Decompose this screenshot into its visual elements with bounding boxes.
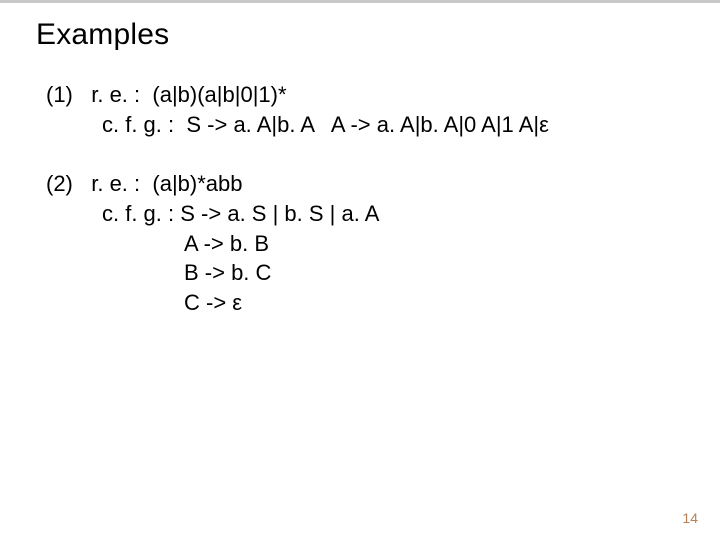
page-number: 14 xyxy=(682,510,698,526)
ex2-cfg-label: c. f. g. : xyxy=(102,201,174,226)
top-divider xyxy=(0,0,720,3)
ex2-cfg-line2: A -> b. B xyxy=(46,229,690,259)
ex2-cfg-line3: B -> b. C xyxy=(46,258,690,288)
ex2-cfg-rule1: S -> a. S | b. S | a. A xyxy=(180,201,379,226)
slide-container: Examples (1) r. e. : (a|b)(a|b|0|1)* c. … xyxy=(0,0,720,540)
ex1-re-expr: (a|b)(a|b|0|1)* xyxy=(152,82,286,107)
ex1-re-line: (1) r. e. : (a|b)(a|b|0|1)* xyxy=(46,80,690,110)
ex2-re-expr: (a|b)*abb xyxy=(152,171,242,196)
ex2-re-line: (2) r. e. : (a|b)*abb xyxy=(46,169,690,199)
slide-content: (1) r. e. : (a|b)(a|b|0|1)* c. f. g. : S… xyxy=(36,80,690,318)
ex2-cfg-line1: c. f. g. : S -> a. S | b. S | a. A xyxy=(46,199,690,229)
ex1-cfg-label: c. f. g. : xyxy=(102,112,174,137)
slide-title: Examples xyxy=(36,18,690,52)
ex1-cfg-rule1: S -> a. A|b. A A -> a. A|b. A|0 A|1 A|ε xyxy=(186,112,549,137)
ex1-num: (1) xyxy=(46,82,73,107)
ex2-num: (2) xyxy=(46,171,73,196)
ex2-cfg-line4: C -> ε xyxy=(46,288,690,318)
ex1-cfg-line: c. f. g. : S -> a. A|b. A A -> a. A|b. A… xyxy=(46,110,690,140)
example-1: (1) r. e. : (a|b)(a|b|0|1)* c. f. g. : S… xyxy=(46,80,690,139)
example-2: (2) r. e. : (a|b)*abb c. f. g. : S -> a.… xyxy=(46,169,690,317)
ex2-re-label: r. e. : xyxy=(91,171,140,196)
ex1-re-label: r. e. : xyxy=(91,82,140,107)
